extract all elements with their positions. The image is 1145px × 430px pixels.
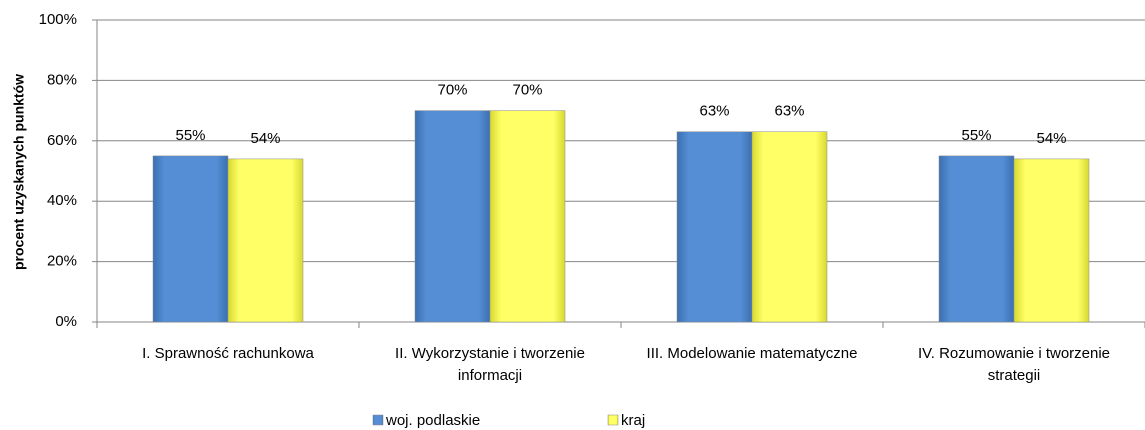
bar <box>1013 158 1090 323</box>
x-tick-label: I. Sprawność rachunkowa <box>142 345 314 362</box>
bar <box>489 110 566 323</box>
bar <box>676 131 753 323</box>
data-label: 63% <box>774 103 804 120</box>
y-tick-label: 60% <box>47 132 77 149</box>
y-tick-label: 80% <box>47 71 77 88</box>
x-tick-label: III. Modelowanie matematyczne <box>647 345 858 362</box>
y-tick-label: 100% <box>39 11 77 28</box>
bar <box>414 110 491 323</box>
legend-label: kraj <box>621 412 645 429</box>
bar <box>152 155 229 323</box>
legend-marker <box>607 414 619 426</box>
legend-label: woj. podlaskie <box>385 412 480 429</box>
data-label: 70% <box>512 82 542 99</box>
bar <box>938 155 1015 323</box>
data-label: 70% <box>437 82 467 99</box>
legend-marker <box>372 414 384 426</box>
data-label: 63% <box>699 103 729 120</box>
data-label: 55% <box>175 127 205 144</box>
y-tick-label: 40% <box>47 192 77 209</box>
x-tick-label: II. Wykorzystanie i tworzenie informacji <box>395 345 585 384</box>
data-label: 54% <box>1036 130 1066 147</box>
bar <box>751 131 828 323</box>
y-tick-label: 0% <box>55 313 77 330</box>
data-label: 55% <box>961 127 991 144</box>
data-label: 54% <box>250 130 280 147</box>
x-tick-label: IV. Rozumowanie i tworzenie strategii <box>918 345 1110 384</box>
y-axis-label: procent uzyskanych punktów <box>11 74 27 270</box>
y-tick-label: 20% <box>47 253 77 270</box>
bar <box>227 158 304 323</box>
